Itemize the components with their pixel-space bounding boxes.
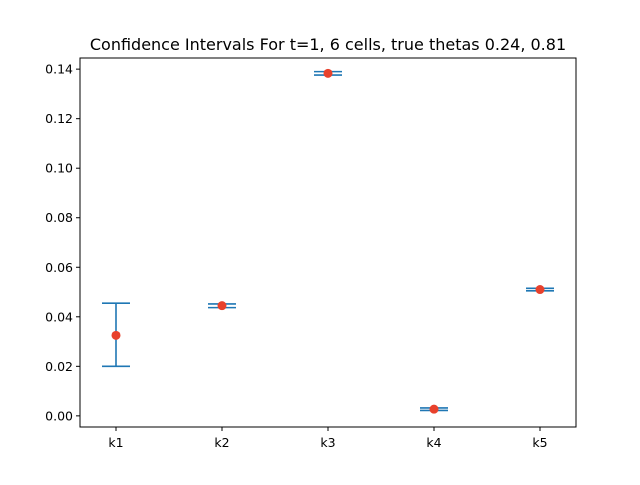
x-tick-label: k4: [426, 435, 441, 450]
y-tick-label: 0.10: [45, 161, 73, 176]
y-tick-label: 0.12: [45, 111, 73, 126]
y-tick-label: 0.02: [45, 359, 73, 374]
point-estimate-k4: [429, 404, 439, 414]
y-axis-ticks: 0.00 0.02 0.04 0.06 0.08 0.10 0.12 0.14: [45, 62, 80, 423]
point-estimate-k5: [535, 285, 545, 295]
x-tick-label: k3: [320, 435, 335, 450]
x-axis-ticks: k1 k2 k3 k4 k5: [108, 427, 548, 450]
x-tick-label: k2: [214, 435, 229, 450]
y-tick-label: 0.00: [45, 408, 73, 423]
x-tick-label: k5: [532, 435, 547, 450]
error-bar-marks: [102, 68, 554, 414]
y-tick-label: 0.04: [45, 309, 73, 324]
x-tick-label: k1: [108, 435, 123, 450]
plot-frame: [79, 57, 577, 428]
point-estimate-k3: [323, 68, 333, 78]
y-tick-label: 0.14: [45, 62, 73, 77]
y-tick-label: 0.06: [45, 260, 73, 275]
chart-title: Confidence Intervals For t=1, 6 cells, t…: [90, 35, 566, 54]
y-tick-label: 0.08: [45, 210, 73, 225]
point-estimate-k1: [111, 330, 121, 340]
point-estimate-k2: [217, 301, 227, 311]
